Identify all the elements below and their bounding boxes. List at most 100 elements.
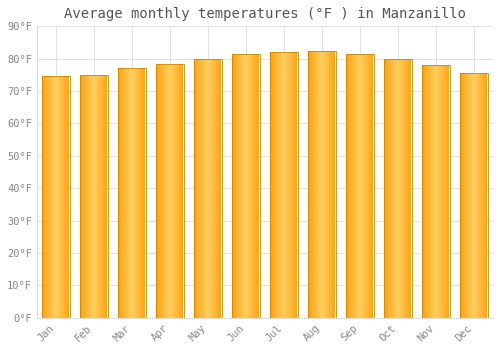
Bar [291, 52, 292, 318]
Bar [182, 64, 183, 318]
Bar [318, 51, 319, 318]
Bar [426, 65, 428, 318]
Bar [59, 77, 60, 318]
Bar [405, 59, 406, 318]
Bar [360, 54, 362, 318]
Bar [367, 54, 368, 318]
Bar [80, 75, 82, 318]
Bar [272, 52, 274, 318]
Bar [270, 52, 272, 318]
Bar [422, 65, 450, 318]
Bar [466, 73, 467, 318]
Bar [123, 68, 124, 318]
Bar [256, 54, 258, 318]
Bar [50, 77, 51, 318]
Bar [42, 77, 43, 318]
Bar [196, 59, 198, 318]
Bar [434, 65, 436, 318]
Bar [88, 75, 89, 318]
Bar [61, 77, 62, 318]
Bar [294, 52, 296, 318]
Bar [170, 64, 171, 318]
Bar [249, 54, 250, 318]
Bar [135, 68, 136, 318]
Bar [464, 73, 466, 318]
Bar [203, 59, 204, 318]
Bar [84, 75, 85, 318]
Bar [201, 59, 202, 318]
Bar [319, 51, 320, 318]
Bar [320, 51, 322, 318]
Bar [479, 73, 480, 318]
Bar [130, 68, 132, 318]
Bar [282, 52, 284, 318]
Bar [66, 77, 67, 318]
Bar [92, 75, 94, 318]
Bar [365, 54, 366, 318]
Bar [122, 68, 123, 318]
Bar [386, 59, 388, 318]
Bar [316, 51, 317, 318]
Bar [474, 73, 476, 318]
Bar [134, 68, 135, 318]
Bar [270, 52, 297, 318]
Bar [128, 68, 130, 318]
Bar [372, 54, 373, 318]
Bar [253, 54, 254, 318]
Bar [350, 54, 352, 318]
Bar [461, 73, 462, 318]
Bar [58, 77, 59, 318]
Bar [404, 59, 405, 318]
Bar [329, 51, 330, 318]
Bar [317, 51, 318, 318]
Bar [308, 51, 336, 318]
Bar [175, 64, 176, 318]
Bar [136, 68, 137, 318]
Bar [440, 65, 441, 318]
Bar [156, 64, 184, 318]
Bar [87, 75, 88, 318]
Bar [242, 54, 244, 318]
Bar [348, 54, 350, 318]
Bar [355, 54, 356, 318]
Bar [438, 65, 439, 318]
Bar [477, 73, 478, 318]
Bar [436, 65, 438, 318]
Bar [118, 68, 146, 318]
Bar [144, 68, 145, 318]
Bar [390, 59, 391, 318]
Bar [362, 54, 363, 318]
Bar [288, 52, 289, 318]
Bar [472, 73, 474, 318]
Bar [126, 68, 127, 318]
Bar [287, 52, 288, 318]
Bar [216, 59, 218, 318]
Bar [95, 75, 96, 318]
Bar [332, 51, 334, 318]
Bar [400, 59, 401, 318]
Bar [163, 64, 164, 318]
Bar [138, 68, 140, 318]
Bar [308, 51, 310, 318]
Bar [401, 59, 402, 318]
Bar [156, 64, 158, 318]
Bar [347, 54, 348, 318]
Bar [60, 77, 61, 318]
Bar [172, 64, 173, 318]
Bar [251, 54, 252, 318]
Bar [165, 64, 166, 318]
Bar [393, 59, 394, 318]
Bar [284, 52, 286, 318]
Bar [199, 59, 200, 318]
Bar [160, 64, 161, 318]
Bar [137, 68, 138, 318]
Bar [258, 54, 259, 318]
Bar [462, 73, 464, 318]
Bar [140, 68, 141, 318]
Bar [204, 59, 206, 318]
Bar [278, 52, 279, 318]
Bar [358, 54, 360, 318]
Bar [118, 68, 120, 318]
Bar [97, 75, 98, 318]
Bar [125, 68, 126, 318]
